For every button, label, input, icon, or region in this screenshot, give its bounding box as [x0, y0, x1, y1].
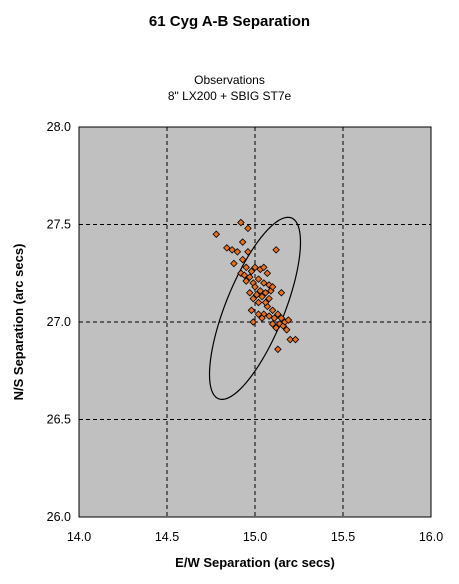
x-tick-label: 14.5 [155, 530, 179, 544]
data-point [284, 316, 293, 324]
data-point [254, 298, 263, 307]
data-point [247, 306, 256, 315]
data-point [223, 244, 231, 252]
data-point [272, 246, 280, 254]
data-point [251, 283, 259, 291]
data-point [268, 283, 277, 291]
data-point [245, 288, 254, 297]
data-point [270, 314, 279, 322]
data-point [254, 310, 263, 318]
x-tick-label: 14.0 [67, 530, 91, 544]
y-tick-label: 26.5 [47, 413, 71, 427]
data-point [277, 288, 286, 297]
data-point [240, 271, 249, 279]
data-point [277, 314, 286, 322]
data-point [238, 238, 247, 246]
data-point [263, 269, 272, 278]
data-point [245, 273, 254, 281]
x-axis-label: E/W Separation (arc secs) [175, 555, 335, 570]
data-point [254, 275, 263, 283]
data-point [212, 230, 221, 239]
y-tick-label: 27.0 [47, 315, 71, 329]
data-point [249, 294, 258, 303]
data-point [258, 314, 266, 322]
data-point [256, 287, 265, 295]
data-point [258, 292, 266, 301]
data-point [268, 320, 277, 328]
data-point [242, 277, 250, 285]
data-point [260, 279, 268, 287]
y-tick-label: 27.5 [47, 218, 71, 232]
y-tick-label: 28.0 [47, 120, 71, 134]
chart-title: 61 Cyg A-B Separation [148, 13, 311, 30]
data-point [274, 345, 282, 354]
data-point [282, 326, 291, 334]
data-point [261, 288, 270, 297]
x-tick-label: 16.0 [419, 530, 443, 544]
y-axis-label: N/S Separation (arc secs) [11, 244, 26, 401]
data-point [247, 267, 256, 276]
chart-subtitle-line-2: 8" LX200 + SBIG ST7e [167, 89, 292, 103]
data-point [260, 263, 268, 272]
data-point [252, 290, 261, 299]
data-point [274, 310, 282, 318]
data-point [238, 255, 247, 264]
data-point [244, 224, 252, 233]
data-point [265, 294, 273, 303]
data-point [291, 335, 300, 344]
data-point [265, 312, 273, 320]
data-point [230, 259, 238, 268]
data-point [268, 306, 277, 315]
data-point [242, 263, 250, 272]
data-point [228, 246, 236, 254]
y-tick-label: 26.0 [47, 510, 71, 524]
data-point [261, 298, 270, 307]
data-point [251, 263, 259, 272]
data-point [272, 324, 280, 332]
data-point [249, 318, 258, 326]
data-point [286, 335, 294, 344]
x-tick-label: 15.0 [243, 530, 267, 544]
data-point [244, 248, 252, 256]
data-point [233, 248, 242, 256]
data-point [237, 218, 245, 227]
x-tick-label: 15.5 [331, 530, 355, 544]
chart-subtitle-line-1: Observations [194, 73, 265, 87]
